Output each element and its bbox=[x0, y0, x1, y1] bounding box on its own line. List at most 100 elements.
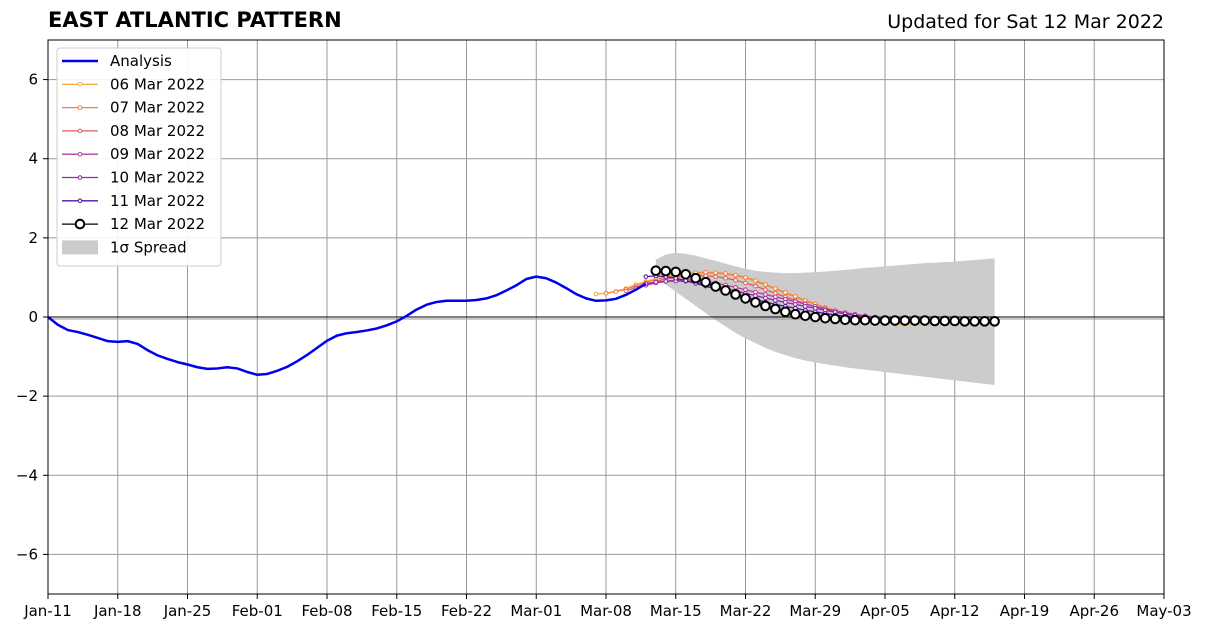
data-point bbox=[849, 314, 861, 326]
data-point bbox=[780, 306, 791, 318]
data-point bbox=[859, 314, 871, 326]
legend-item-spread: 1σ Spread bbox=[62, 238, 187, 256]
data-point bbox=[743, 275, 748, 280]
data-point bbox=[790, 308, 801, 320]
x-tick-label: Mar-29 bbox=[789, 602, 841, 620]
legend-marker bbox=[77, 151, 83, 157]
data-point bbox=[690, 272, 701, 284]
data-point bbox=[753, 293, 758, 298]
data-point bbox=[753, 278, 758, 283]
x-tick-label: Feb-15 bbox=[371, 602, 422, 620]
series-layer bbox=[47, 265, 1000, 377]
series-line bbox=[47, 275, 647, 377]
data-point bbox=[949, 315, 961, 327]
y-tick-label: 4 bbox=[28, 150, 38, 168]
data-point bbox=[763, 282, 768, 287]
data-point bbox=[650, 265, 662, 277]
data-point bbox=[670, 266, 682, 278]
legend-marker bbox=[77, 198, 83, 204]
data-point bbox=[740, 293, 751, 304]
x-tick-label: Feb-08 bbox=[301, 602, 352, 620]
data-point bbox=[730, 289, 741, 300]
legend-label: 12 Mar 2022 bbox=[110, 215, 205, 233]
series-analysis bbox=[47, 275, 647, 377]
x-tick-label: May-03 bbox=[1136, 602, 1191, 620]
data-point bbox=[723, 271, 728, 276]
x-tick-label: Apr-05 bbox=[860, 602, 910, 620]
legend-marker bbox=[74, 218, 86, 230]
legend-item: 07 Mar 2022 bbox=[62, 99, 205, 117]
legend-swatch bbox=[62, 240, 98, 255]
data-point bbox=[773, 298, 778, 303]
data-point bbox=[720, 285, 731, 296]
data-point bbox=[680, 268, 692, 280]
data-point bbox=[713, 274, 718, 279]
y-tick-label: 0 bbox=[28, 308, 38, 326]
data-point bbox=[743, 280, 748, 286]
legend-item: 06 Mar 2022 bbox=[62, 75, 205, 93]
data-point bbox=[733, 272, 738, 278]
legend-item: 08 Mar 2022 bbox=[62, 122, 205, 140]
chart-title: EAST ATLANTIC PATTERN bbox=[48, 8, 342, 32]
data-point bbox=[773, 286, 778, 291]
x-tick-label: Feb-01 bbox=[232, 602, 283, 620]
data-point bbox=[750, 297, 761, 308]
data-point bbox=[889, 315, 901, 326]
data-point bbox=[929, 315, 941, 327]
legend-label: 08 Mar 2022 bbox=[110, 122, 205, 140]
data-point bbox=[643, 274, 649, 279]
data-point bbox=[773, 290, 778, 296]
data-point bbox=[899, 315, 911, 326]
data-point bbox=[819, 312, 831, 324]
data-point bbox=[653, 279, 659, 285]
data-point bbox=[733, 285, 738, 290]
data-point bbox=[809, 311, 821, 323]
x-tick-label: Mar-01 bbox=[510, 602, 562, 620]
data-point bbox=[799, 310, 811, 322]
legend-label: 1σ Spread bbox=[110, 238, 187, 256]
data-point bbox=[763, 295, 768, 301]
data-point bbox=[763, 292, 768, 297]
data-point bbox=[753, 283, 758, 289]
y-tick-label: −2 bbox=[16, 387, 38, 405]
data-point bbox=[723, 275, 728, 281]
data-point bbox=[879, 315, 891, 326]
data-point bbox=[793, 302, 798, 307]
y-tick-label: 6 bbox=[28, 71, 38, 89]
legend-marker bbox=[77, 105, 83, 110]
data-point bbox=[710, 281, 721, 292]
legend: Analysis 06 Mar 2022 07 Mar 2022 08 Mar 202… bbox=[56, 47, 222, 267]
x-tick-label: Mar-22 bbox=[720, 602, 772, 620]
x-tick-label: Apr-19 bbox=[1000, 602, 1050, 620]
legend-item: 10 Mar 2022 bbox=[62, 169, 205, 187]
legend-marker bbox=[77, 175, 83, 180]
x-tick-label: Feb-22 bbox=[441, 602, 492, 620]
legend-marker bbox=[77, 82, 83, 87]
data-point bbox=[979, 316, 990, 327]
data-point bbox=[733, 277, 738, 283]
data-point bbox=[783, 300, 788, 305]
y-tick-label: −4 bbox=[16, 466, 38, 484]
data-point bbox=[839, 314, 851, 326]
data-point bbox=[603, 290, 609, 296]
x-tick-label: Mar-08 bbox=[580, 602, 632, 620]
data-point bbox=[663, 279, 669, 284]
data-point bbox=[812, 305, 818, 311]
data-point bbox=[869, 315, 881, 326]
data-point bbox=[909, 315, 921, 326]
data-point bbox=[989, 316, 1000, 327]
data-point bbox=[700, 276, 711, 288]
data-point bbox=[802, 304, 808, 309]
data-point bbox=[783, 290, 788, 295]
data-point bbox=[969, 316, 980, 327]
axis-layer: Jan-11 Jan-18 Jan-25 Feb-01 Feb-08 Feb-15 Feb-… bbox=[16, 71, 1192, 620]
legend-item: Analysis bbox=[62, 52, 172, 70]
x-tick-label: Apr-12 bbox=[930, 602, 980, 620]
x-tick-label: Jan-18 bbox=[93, 602, 142, 620]
data-point bbox=[660, 265, 672, 277]
chart-subtitle: Updated for Sat 12 Mar 2022 bbox=[887, 11, 1164, 33]
y-tick-label: −6 bbox=[16, 545, 38, 563]
y-tick-label: 2 bbox=[28, 229, 38, 247]
legend-item: 12 Mar 2022 bbox=[62, 215, 205, 233]
